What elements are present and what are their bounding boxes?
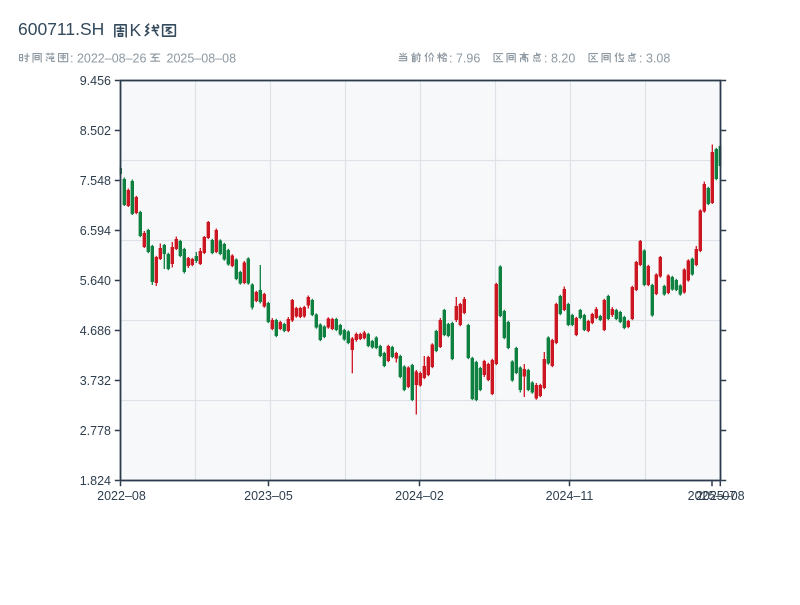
svg-text:5.640: 5.640	[80, 274, 111, 288]
svg-text:: 8.20: : 8.20	[544, 52, 575, 66]
svg-text:2025–07: 2025–07	[688, 489, 737, 503]
svg-text:3.732: 3.732	[80, 374, 111, 388]
svg-text:6.594: 6.594	[80, 224, 111, 238]
svg-text:K: K	[130, 20, 142, 40]
svg-text:9.456: 9.456	[80, 74, 111, 88]
svg-text:1.824: 1.824	[80, 474, 111, 488]
svg-text:2025–08–08: 2025–08–08	[167, 52, 237, 66]
svg-text:: 7.96: : 7.96	[449, 52, 480, 66]
svg-text:2.778: 2.778	[80, 424, 111, 438]
svg-text:2025–08: 2025–08	[696, 489, 745, 503]
svg-text:: 3.08: : 3.08	[639, 52, 670, 66]
svg-text:600711.SH: 600711.SH	[18, 19, 104, 39]
svg-text:2024–11: 2024–11	[546, 489, 594, 503]
svg-text:8.502: 8.502	[80, 124, 111, 138]
svg-text:2024–02: 2024–02	[395, 489, 444, 503]
svg-text:4.686: 4.686	[80, 324, 111, 338]
svg-text:: 2022–08–26: : 2022–08–26	[70, 52, 147, 66]
svg-text:7.548: 7.548	[80, 174, 111, 188]
svg-text:2023–05: 2023–05	[244, 489, 293, 503]
svg-text:2022–08: 2022–08	[97, 489, 146, 503]
